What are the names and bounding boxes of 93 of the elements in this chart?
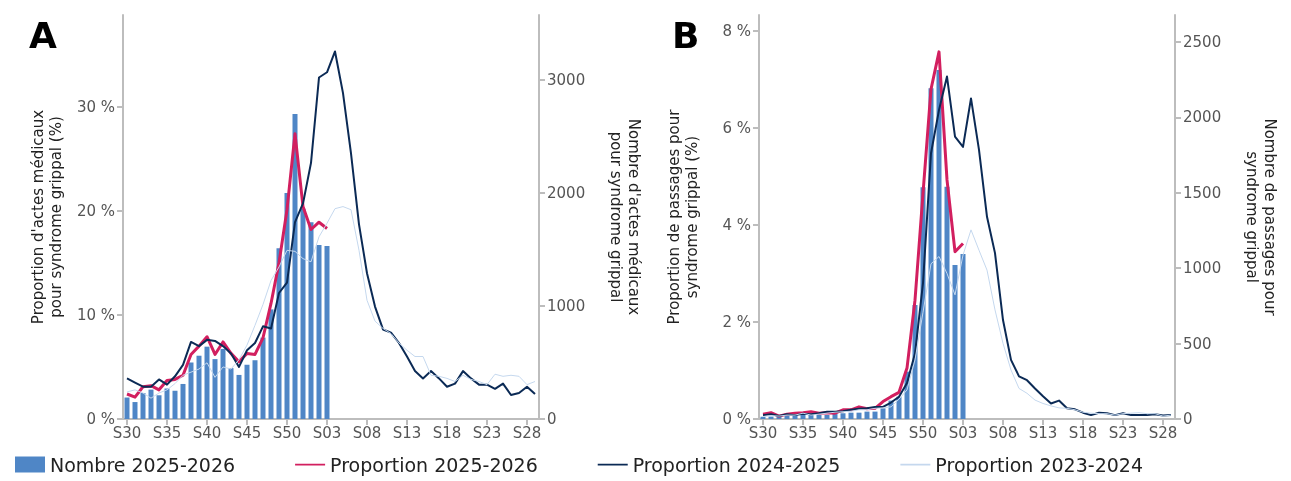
y-tick-label: 2 % [722,313,751,331]
y-tick-label: 30 % [76,97,115,116]
bar [324,246,330,419]
line-series [126,206,536,399]
bar [800,414,806,419]
legend-label: Nombre 2025-2026 [50,453,236,476]
x-tick-label: S45 [868,423,898,442]
x-tick-label: S23 [1108,423,1138,442]
x-tick-label: S03 [312,423,342,442]
chart-title: B [672,14,700,56]
x-tick-label: S45 [232,423,262,442]
y2-tick-label: 2000 [547,183,586,202]
y2-tick-label: 0 [547,410,557,428]
x-tick-label: S08 [352,423,382,442]
x-tick-label: S30 [748,423,778,442]
bar [180,383,186,419]
bar [220,348,226,419]
x-tick-label: S28 [1148,423,1178,442]
y-tick-label: 4 % [722,216,751,234]
bar [872,411,878,419]
x-tick-label: S13 [1028,423,1058,442]
bar [840,413,846,419]
legend-label: Proportion 2024-2025 [632,453,841,476]
y-axis-title: Proportion de passages pour syndrome grippal (%) [665,108,701,325]
bar [228,368,234,419]
bar [268,309,274,419]
y2-tick-label: 3000 [547,70,586,89]
bar [880,408,886,419]
bar [260,337,266,419]
x-tick-label: S50 [908,423,938,442]
y2-tick-label: 1000 [547,296,586,315]
bar [244,364,250,419]
bar [896,396,902,419]
bar [172,390,178,419]
legend-label: Proportion 2025-2026 [330,453,538,476]
y2-tick-label: 1000 [1183,259,1222,278]
bar [944,186,950,419]
bar [188,362,194,419]
y-tick-label: 0 % [86,410,115,428]
bar [952,265,958,419]
y2-tick-label: 2000 [1183,108,1222,127]
x-tick-label: S18 [1068,423,1098,442]
y-axis-title: Proportion d'actes médicaux pour syndrome grippal (%) [29,109,65,325]
bar [316,244,322,419]
bar [196,355,202,419]
x-tick-label: S03 [948,423,978,442]
x-tick-label: S23 [472,423,502,442]
y-tick-label: 0 % [722,410,751,428]
y2-tick-label: 1500 [1183,183,1222,202]
bar [848,412,854,419]
x-tick-label: S35 [152,423,182,442]
x-tick-label: S50 [272,423,302,442]
x-tick-label: S40 [192,423,222,442]
bar [308,222,314,419]
bar [816,414,822,419]
x-tick-label: S13 [392,423,422,442]
bar [204,346,210,419]
line-series [762,75,1172,418]
bar [164,388,170,419]
bar [236,374,242,419]
x-tick-label: S30 [112,423,142,442]
x-tick-label: S28 [512,423,542,442]
bar [936,70,942,419]
y-tick-label: 8 % [722,22,751,40]
y2-axis-title: Nombre de passages pour syndrome grippal [1243,118,1279,317]
bar [300,208,306,419]
line-series [762,229,1172,418]
bar [132,402,138,419]
y-tick-label: 20 % [76,201,115,220]
bar [760,416,766,419]
y-tick-label: 6 % [722,119,751,137]
x-tick-label: S35 [788,423,818,442]
chart-title: A [29,14,57,56]
bar [156,395,162,419]
y2-tick-label: 0 [1183,410,1193,428]
bar [140,393,146,419]
legend-label: Proportion 2023-2024 [935,453,1144,476]
bar [212,359,218,419]
bar [124,397,130,419]
y2-axis-title: Nombre d'actes médicaux pour syndrome grippal [607,118,643,316]
x-tick-label: S40 [828,423,858,442]
bar [148,389,154,419]
bar [856,412,862,419]
bar [252,360,258,419]
y2-tick-label: 2500 [1183,32,1222,51]
x-tick-label: S18 [432,423,462,442]
bar [864,411,870,419]
bar [960,254,966,419]
y2-tick-label: 500 [1183,334,1212,353]
bar [824,414,830,419]
x-tick-label: S08 [988,423,1018,442]
line-series [126,50,536,397]
y-tick-label: 10 % [76,305,115,324]
